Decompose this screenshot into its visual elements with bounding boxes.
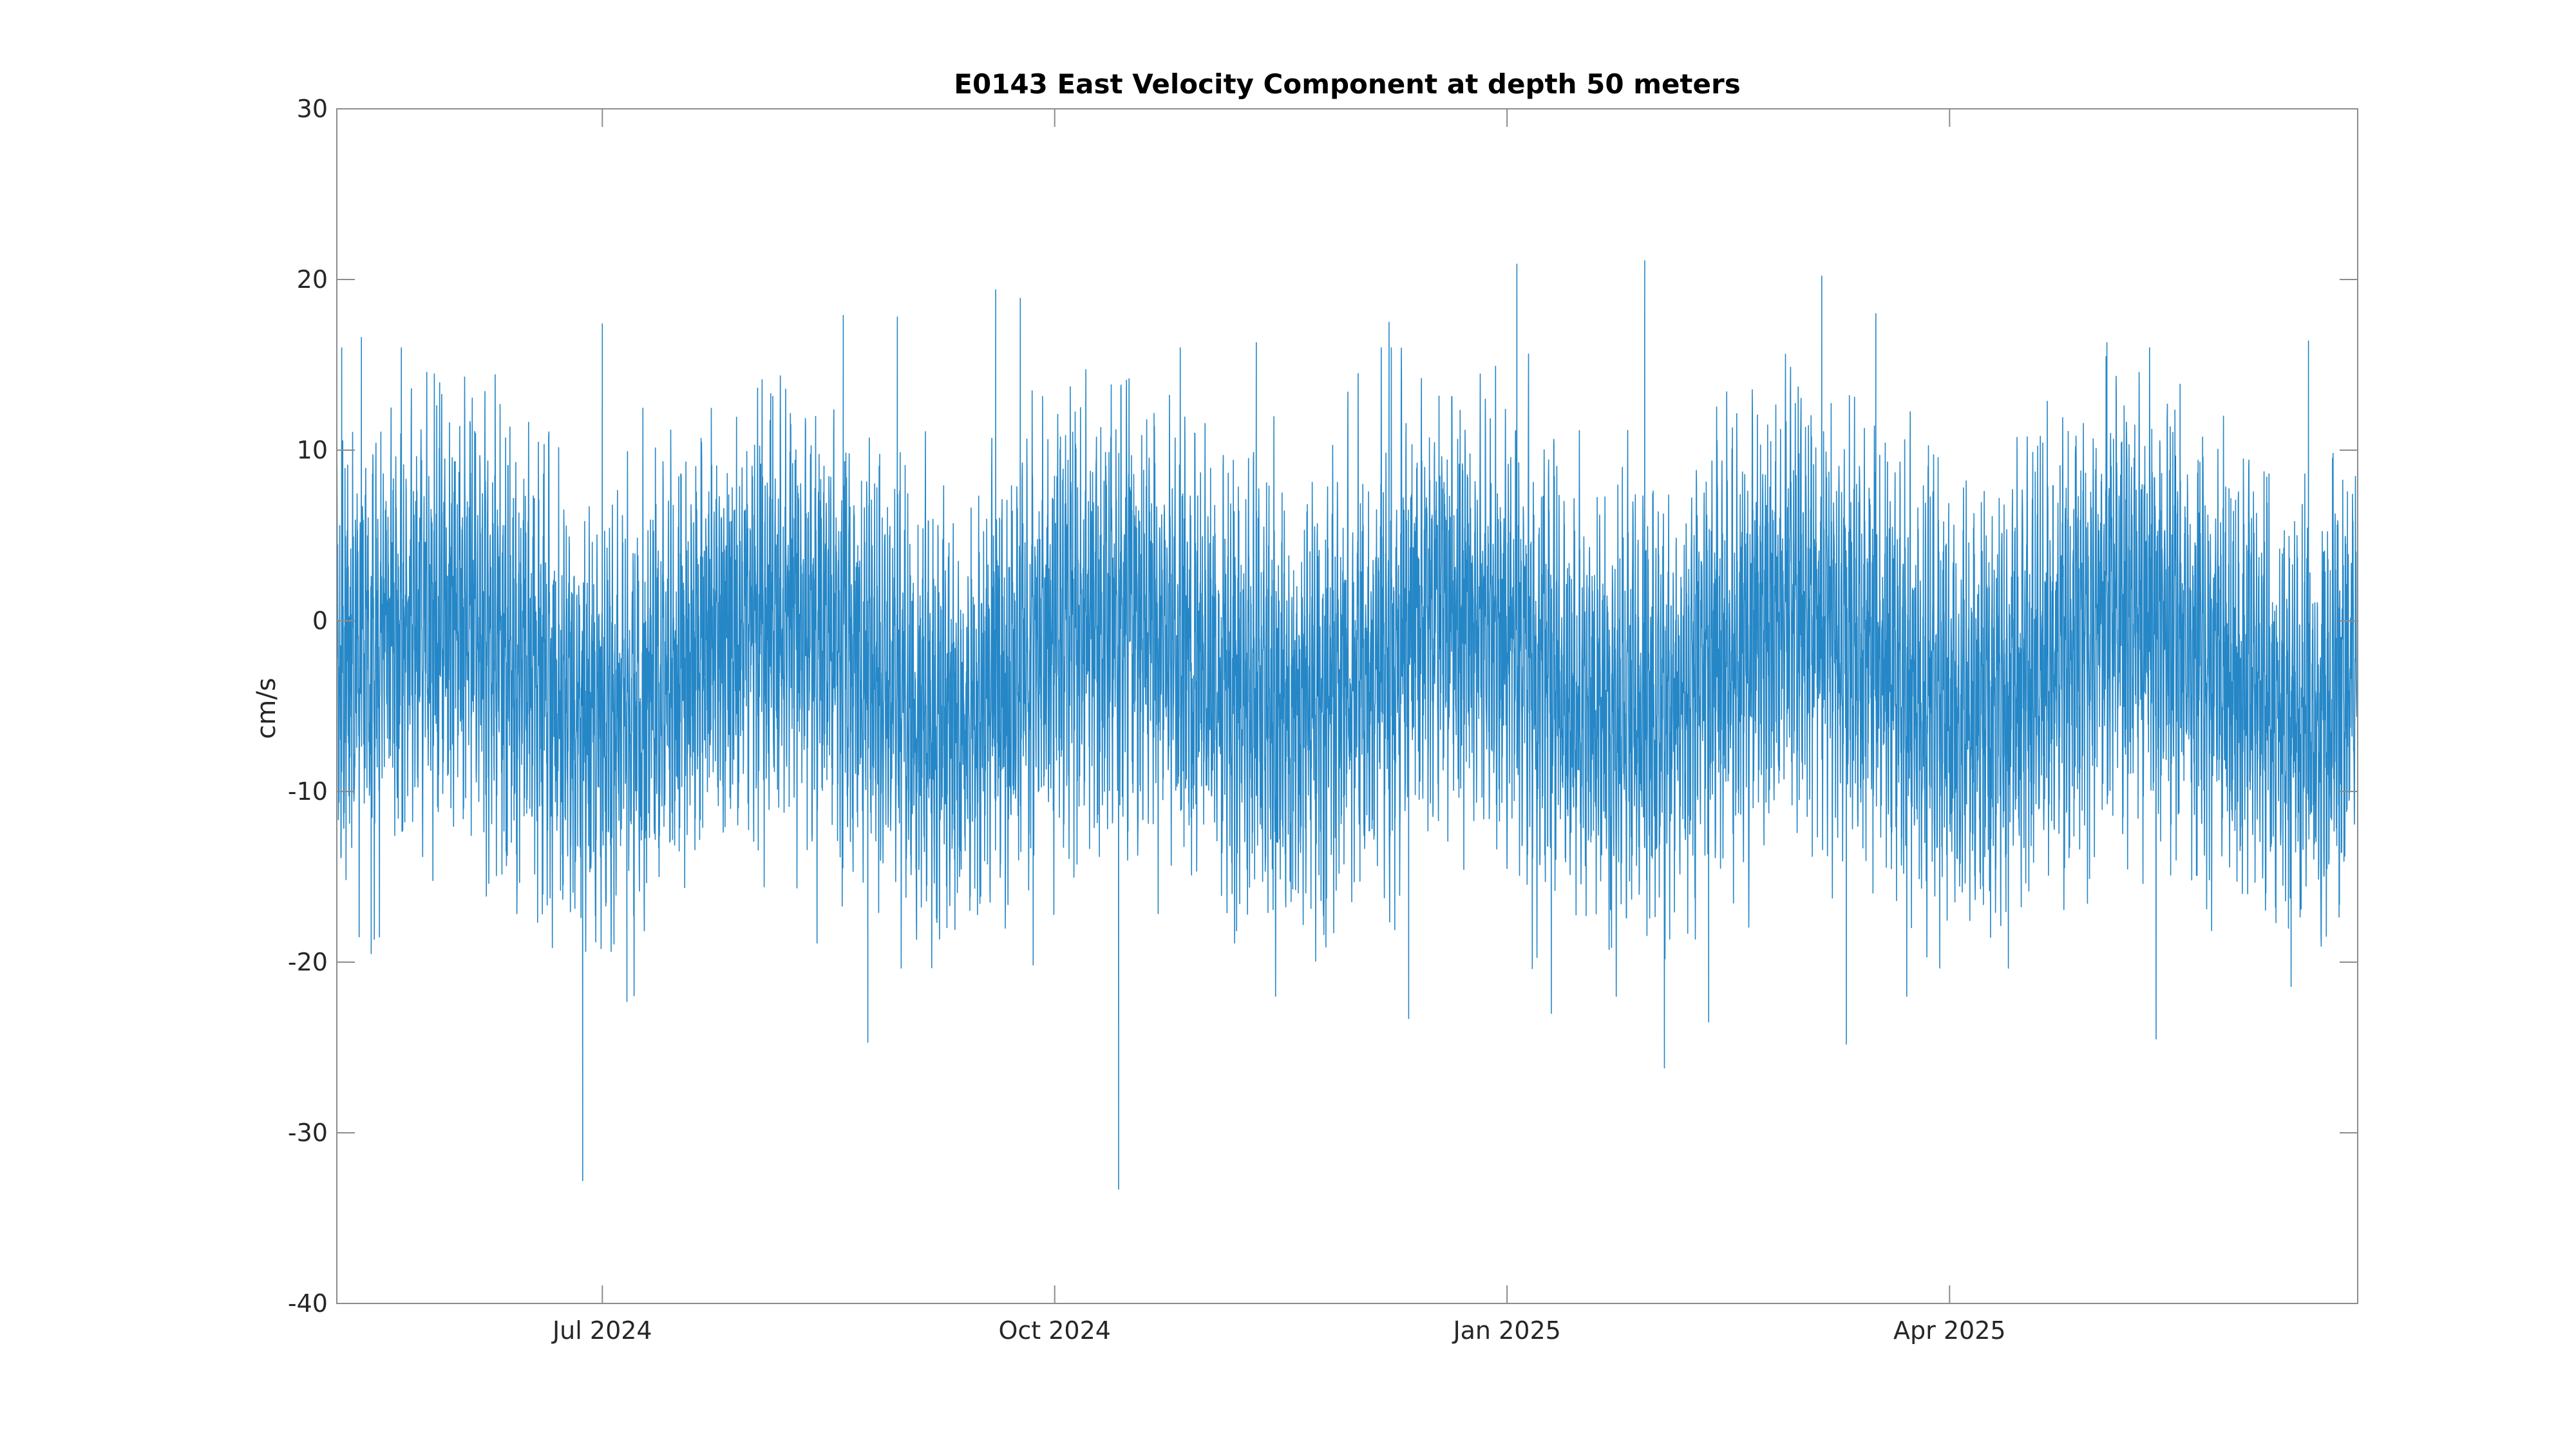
velocity-series-line-segment	[1194, 342, 1318, 997]
x-tick-label: Jul 2024	[551, 1316, 652, 1345]
velocity-series-line-segment	[1929, 401, 2054, 969]
velocity-series-line-segment	[1562, 260, 1686, 1069]
velocity-series-line-segment	[2175, 383, 2299, 987]
x-tick-label: Jan 2025	[1452, 1316, 1560, 1345]
velocity-series-line-segment	[2298, 340, 2358, 947]
velocity-series-line-segment	[337, 337, 460, 954]
y-tick-label: -10	[288, 777, 328, 806]
x-axis: Jul 2024 Oct 2024 Jan 2025 Apr 2025	[551, 109, 2006, 1345]
y-tick-label: -40	[288, 1289, 328, 1318]
y-tick-label: 30	[297, 95, 328, 123]
y-tick-label: -30	[288, 1119, 328, 1147]
velocity-series-line-segment	[703, 375, 828, 944]
series-layer	[337, 260, 2358, 1190]
x-tick-label: Oct 2024	[998, 1316, 1111, 1345]
x-tick-label: Apr 2025	[1893, 1316, 2006, 1345]
velocity-series-line-segment	[1317, 321, 1441, 1019]
chart-title: E0143 East Velocity Component at depth 5…	[954, 68, 1740, 100]
velocity-series-line-segment	[1807, 275, 1931, 1045]
velocity-series-line-segment	[1684, 354, 1808, 1023]
y-axis-label: cm/s	[252, 677, 281, 739]
velocity-series-line-segment	[949, 289, 1073, 966]
y-tick-label: -20	[288, 948, 328, 976]
y-tick-label: 10	[297, 436, 328, 464]
plot-frame	[336, 108, 2358, 1304]
y-tick-label: 0	[312, 607, 328, 635]
velocity-series-line-segment	[1072, 347, 1196, 1190]
y-axis: -40 -30 -20 -10 0 10 20 30	[288, 95, 2358, 1318]
velocity-series-line-segment	[1439, 263, 1564, 1014]
y-tick-label: 20	[297, 265, 328, 294]
velocity-series-line-segment	[2052, 342, 2176, 1040]
velocity-series-line-segment	[582, 323, 705, 1181]
velocity-series-line-segment	[459, 374, 583, 949]
velocity-series-line-segment	[826, 314, 951, 1043]
